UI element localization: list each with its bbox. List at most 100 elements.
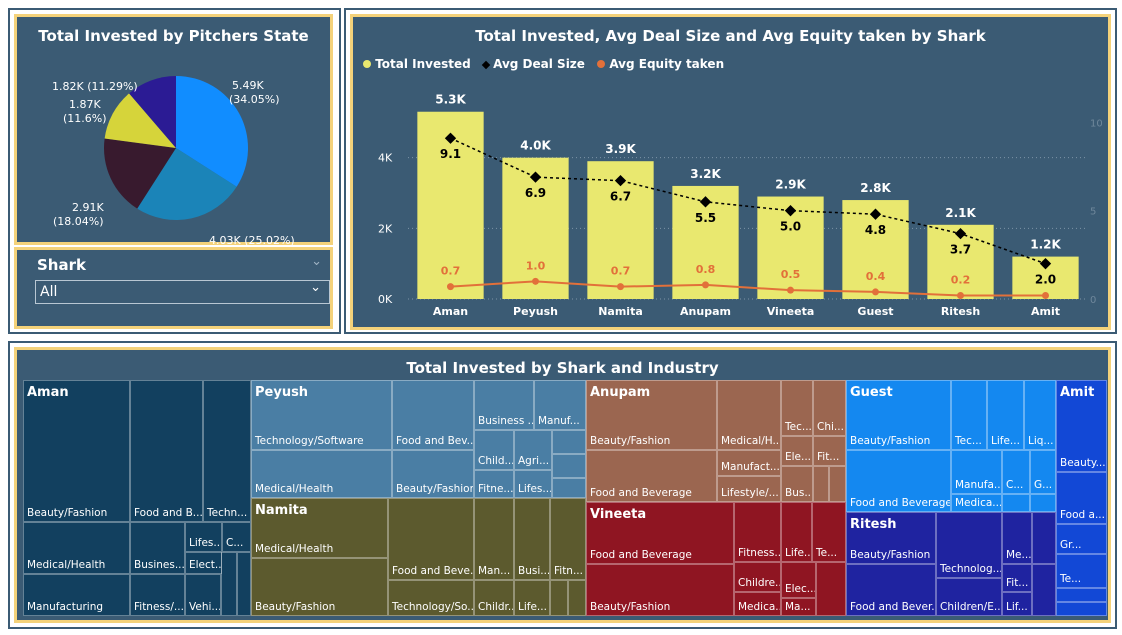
treemap-cell[interactable]: Fitness...	[734, 502, 781, 562]
treemap-group-peyush[interactable]: Technology/Software Medical/Health Food an…	[251, 380, 586, 498]
treemap-group-vineeta[interactable]: Food and Beverage Beauty/Fashion Fitness..…	[586, 502, 846, 616]
treemap-cell[interactable]: Child...	[474, 430, 514, 470]
treemap-cell[interactable]: Business ...	[474, 380, 534, 430]
deal-size-marker[interactable]	[444, 132, 457, 144]
treemap-cell[interactable]: Lifestyle/...	[717, 476, 781, 502]
treemap-cell[interactable]: Beauty/Fashion	[251, 558, 388, 616]
equity-marker[interactable]	[787, 286, 794, 294]
pie-slice[interactable]	[103, 138, 176, 209]
treemap-cell[interactable]: Tec...	[951, 380, 987, 450]
treemap-cell[interactable]: Elect...	[185, 552, 222, 574]
treemap-cell[interactable]	[552, 454, 586, 478]
treemap-cell[interactable]: Busines...	[130, 522, 185, 574]
treemap-cell[interactable]: Children/E...	[936, 578, 1002, 616]
treemap-group-aman[interactable]: Beauty/Fashion Food and B... Techn... Medic…	[23, 380, 251, 616]
treemap-cell[interactable]: Food a...	[1056, 472, 1107, 524]
treemap-cell[interactable]: Manufact...	[717, 450, 781, 476]
treemap-cell[interactable]	[1002, 494, 1030, 512]
treemap-cell[interactable]: Medical/Health	[251, 450, 392, 498]
treemap-group-ritesh[interactable]: Beauty/Fashion Food and Bever... Technolog…	[846, 512, 1056, 616]
pie-slice[interactable]	[176, 76, 248, 187]
deal-size-marker[interactable]	[1039, 258, 1052, 270]
treemap-cell[interactable]: Fit...	[1002, 564, 1032, 592]
treemap-cell[interactable]	[816, 562, 846, 616]
treemap-cell[interactable]: Food and Beve...	[388, 498, 474, 580]
treemap-cell[interactable]	[221, 552, 237, 616]
treemap-cell[interactable]: G...	[1030, 450, 1056, 494]
treemap-cell[interactable]: Fitn...	[550, 498, 586, 580]
treemap-cell[interactable]: Life...	[514, 580, 550, 616]
treemap-cell[interactable]: Busi...	[514, 498, 550, 580]
treemap-cell[interactable]	[1032, 564, 1056, 616]
treemap-cell[interactable]: Beauty/Fashion	[586, 564, 734, 616]
treemap-group-namita[interactable]: Medical/Health Beauty/Fashion Food and Bev…	[251, 498, 586, 616]
treemap-cell[interactable]: Lifes...	[185, 522, 222, 552]
treemap-cell[interactable]	[237, 552, 251, 616]
treemap-cell[interactable]: Beauty/Fashion	[392, 450, 474, 498]
treemap-cell[interactable]: Technology/So...	[388, 580, 474, 616]
treemap-cell[interactable]: Me...	[1002, 512, 1032, 564]
treemap-cell[interactable]: Te...	[1056, 554, 1107, 588]
treemap-cell[interactable]: Manufa...	[951, 450, 1002, 494]
treemap-cell[interactable]: Beauty/Fashion	[586, 380, 717, 450]
slicer-collapse-icon[interactable]: ⌄	[311, 254, 322, 269]
equity-marker[interactable]	[532, 277, 539, 285]
treemap-cell[interactable]: Beauty/Fashion	[846, 380, 951, 450]
equity-marker[interactable]	[702, 281, 709, 289]
deal-size-marker[interactable]	[869, 208, 882, 220]
treemap-cell[interactable]: Bus...	[781, 466, 813, 502]
treemap-cell[interactable]	[1056, 602, 1107, 616]
treemap-cell[interactable]: Technology/Software	[251, 380, 392, 450]
equity-marker[interactable]	[1042, 291, 1049, 299]
treemap-group-guest[interactable]: Beauty/Fashion Food and Beverage Tec... Lif…	[846, 380, 1056, 512]
deal-size-marker[interactable]	[614, 174, 627, 187]
treemap-cell[interactable]: Beauty...	[1056, 380, 1107, 472]
treemap-cell[interactable]: Food and Bever...	[846, 564, 936, 616]
treemap-cell[interactable]: Manuf...	[534, 380, 586, 430]
treemap-cell[interactable]: Medica...	[734, 592, 781, 616]
chevron-down-icon[interactable]: ⌄	[310, 280, 321, 295]
treemap-cell[interactable]: Food and Beverage	[586, 450, 717, 502]
treemap-cell[interactable]: Lifes...	[514, 470, 552, 498]
treemap-cell[interactable]: Te...	[812, 502, 846, 562]
treemap-cell[interactable]	[550, 580, 568, 616]
treemap-cell[interactable]: Beauty/Fashion	[846, 512, 936, 564]
treemap-cell[interactable]: Vehi...	[185, 574, 221, 616]
treemap-cell[interactable]: C...	[222, 522, 251, 552]
treemap-cell[interactable]: Medical/Health	[23, 522, 130, 574]
treemap-cell[interactable]: Agri...	[514, 430, 552, 470]
treemap-cell[interactable]: Food and Beverage	[846, 450, 951, 512]
treemap-cell[interactable]: Food and Bev...	[392, 380, 474, 450]
equity-marker[interactable]	[957, 291, 964, 299]
treemap-cell[interactable]	[813, 466, 829, 502]
treemap-cell[interactable]	[568, 580, 586, 616]
treemap-cell[interactable]: Life...	[987, 380, 1024, 450]
pie-slice[interactable]	[129, 76, 176, 148]
equity-marker[interactable]	[872, 288, 879, 296]
treemap-cell[interactable]: Beauty/Fashion	[23, 380, 130, 522]
treemap-cell[interactable]: Life...	[781, 502, 812, 562]
deal-size-marker[interactable]	[529, 171, 542, 183]
treemap-cell[interactable]: Elec...	[781, 562, 816, 598]
treemap-cell[interactable]: Manufacturing	[23, 574, 130, 616]
treemap-cell[interactable]: Medica...	[951, 494, 1002, 512]
treemap-group-amit[interactable]: Beauty... Food a... Gr... Te... Amit	[1056, 380, 1107, 616]
treemap-cell[interactable]: Ele...	[781, 436, 813, 466]
deal-size-marker[interactable]	[954, 227, 967, 240]
pie-slice[interactable]	[137, 148, 237, 221]
treemap-cell[interactable]	[552, 478, 586, 498]
treemap-cell[interactable]: Ma...	[781, 598, 816, 616]
treemap-cell[interactable]: Medical/Health	[251, 498, 388, 558]
treemap-cell[interactable]: Fitness/...	[130, 574, 185, 616]
equity-marker[interactable]	[617, 283, 624, 291]
treemap-cell[interactable]: Techn...	[203, 380, 251, 522]
treemap-cell[interactable]	[1030, 494, 1056, 512]
treemap-cell[interactable]: Liq...	[1024, 380, 1056, 450]
treemap-cell[interactable]	[1056, 588, 1107, 602]
deal-size-marker[interactable]	[784, 205, 797, 217]
treemap-cell[interactable]: Food and Beverage	[586, 502, 734, 564]
treemap-cell[interactable]: Fitne...	[474, 470, 514, 498]
treemap-cell[interactable]	[829, 466, 846, 502]
treemap-cell[interactable]: Tec...	[781, 380, 813, 436]
treemap-cell[interactable]: Chi...	[813, 380, 846, 436]
